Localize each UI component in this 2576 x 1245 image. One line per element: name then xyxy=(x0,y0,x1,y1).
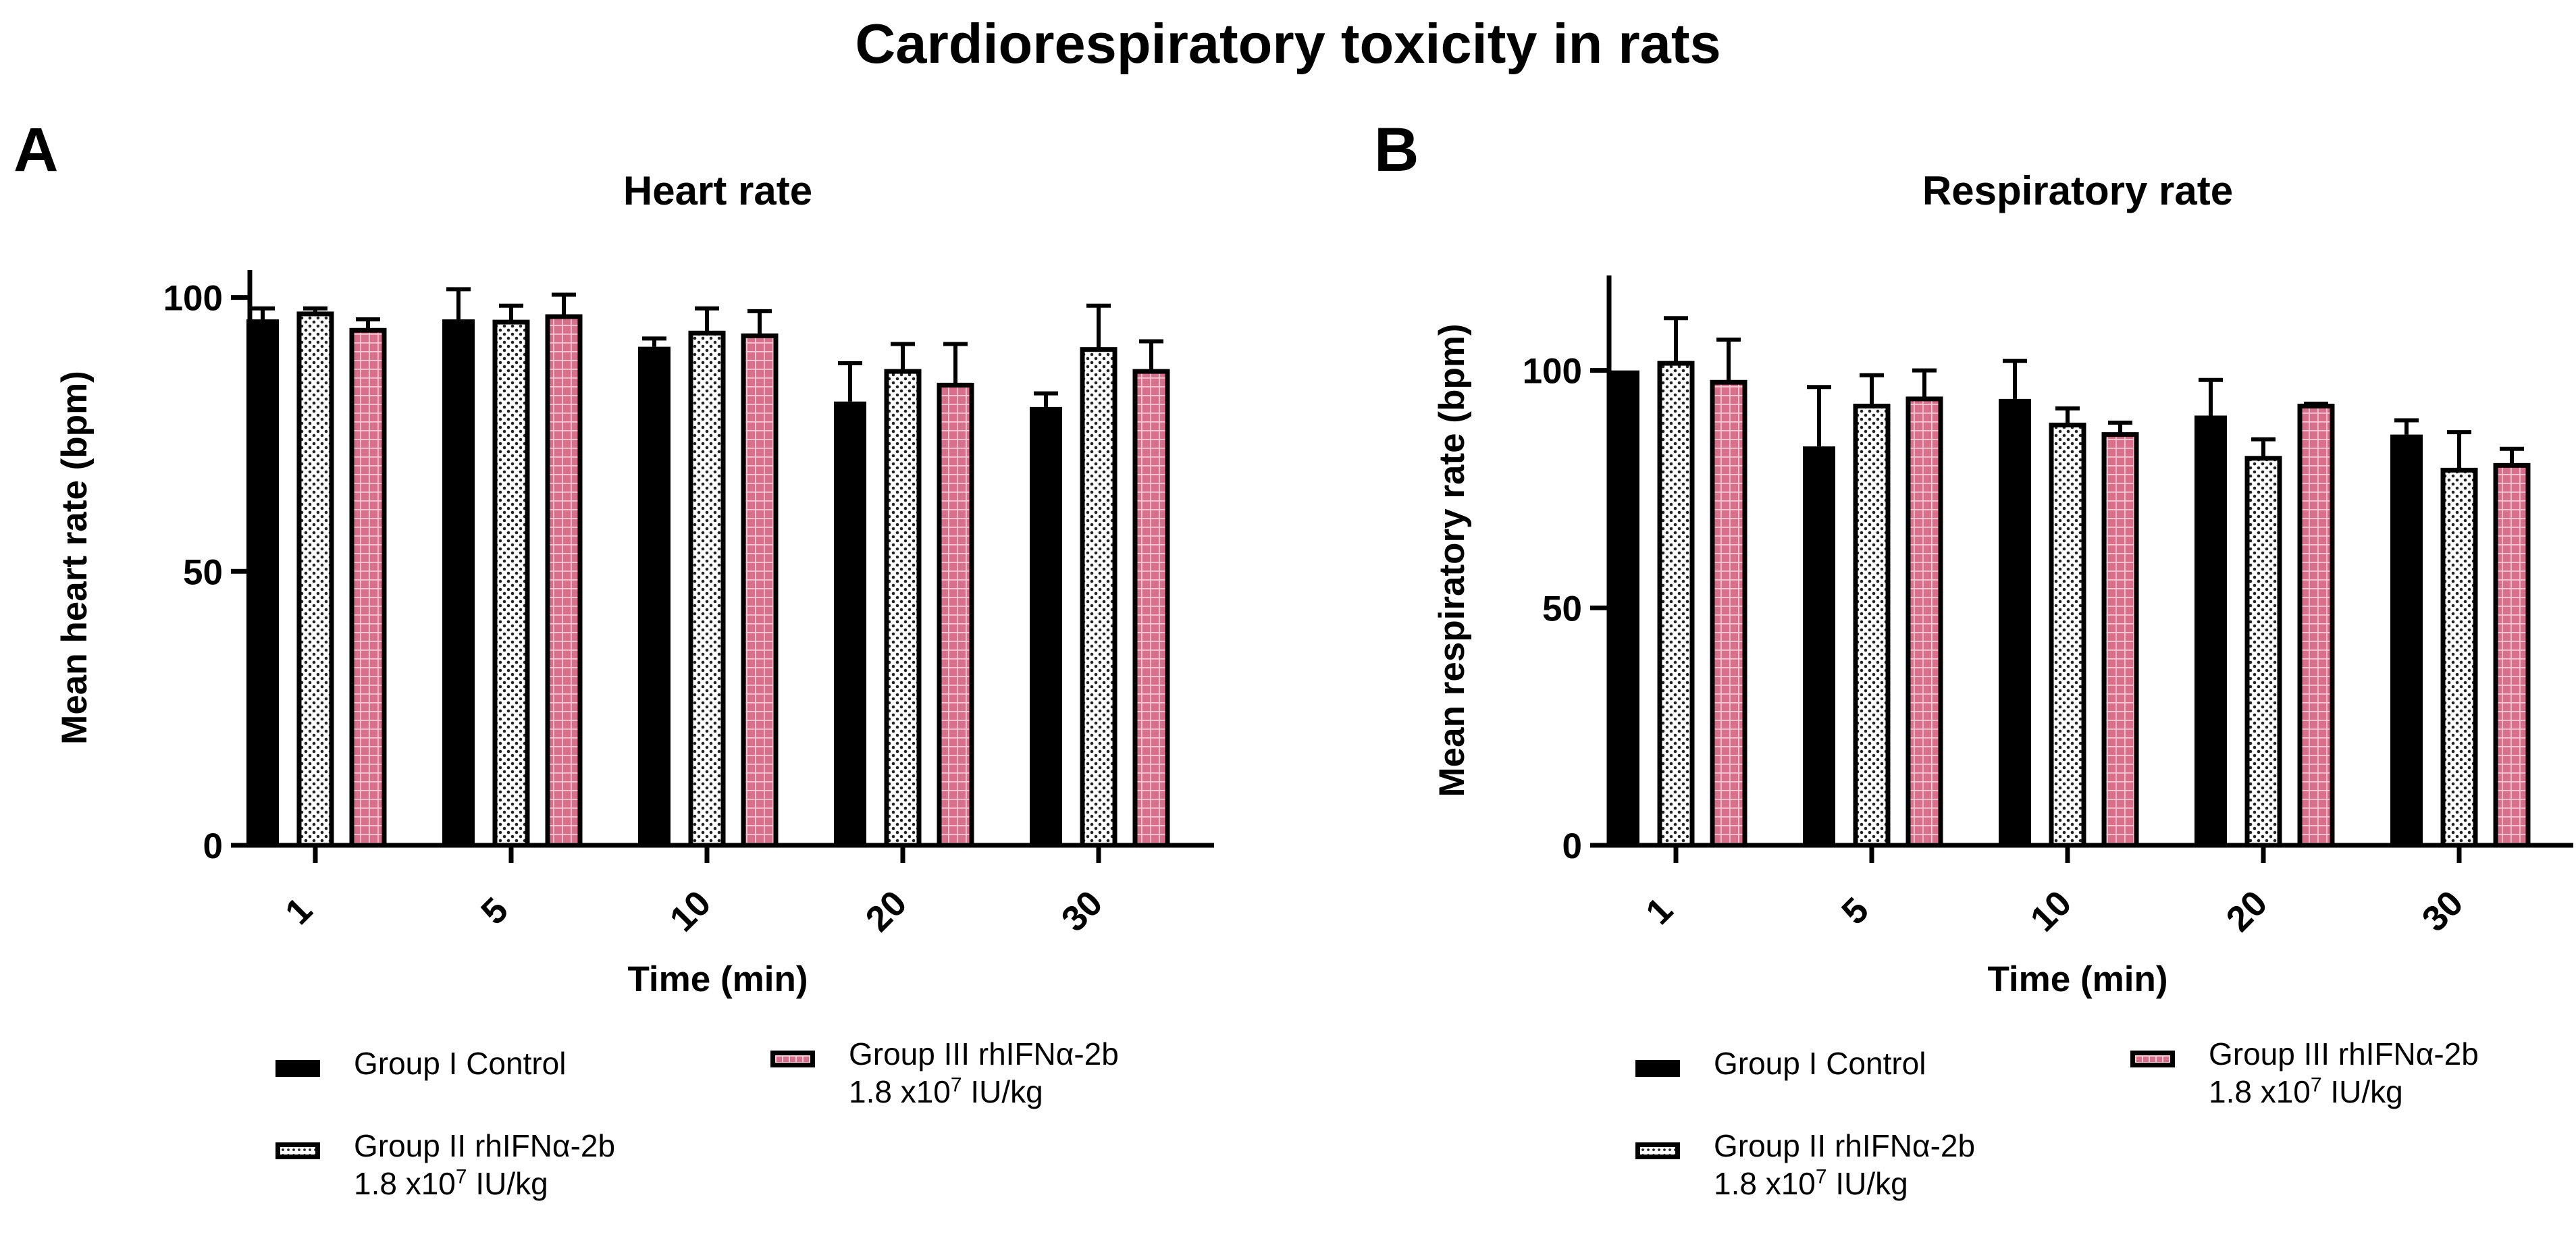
bar-rhifn xyxy=(2049,423,2086,848)
legend-label: Group I Control xyxy=(1714,1046,1926,1081)
legend-swatch-rhifn xyxy=(275,1142,320,1159)
bar-rhifn xyxy=(492,319,530,848)
bar-rhifn xyxy=(1853,403,1891,848)
bar-control xyxy=(638,346,671,845)
bar-control xyxy=(246,319,279,845)
y-axis-label: Mean respiratory rate (bpm) xyxy=(1432,324,1472,797)
y-tick-label: 0 xyxy=(1562,826,1582,866)
bar-rhifn-high xyxy=(349,327,387,848)
y-tick-label: 0 xyxy=(203,826,223,866)
legend-dose: 1.8 x107 IU/kg xyxy=(2209,1074,2403,1109)
bar-rhifn xyxy=(2244,456,2282,848)
legend-label: Group III rhIFNα-2b xyxy=(849,1036,1119,1071)
legend-swatch-rhifn-high xyxy=(770,1051,815,1067)
legend-swatch-rhifn xyxy=(1635,1142,1680,1159)
legend-label: Group II rhIFNα-2b xyxy=(354,1128,616,1163)
x-tick-label: 5 xyxy=(1834,890,1876,932)
legend-label: Group I Control xyxy=(354,1046,567,1081)
bar-rhifn-high xyxy=(2297,403,2335,848)
x-tick-label: 30 xyxy=(1054,883,1110,939)
x-tick-label: 10 xyxy=(662,883,718,939)
panel-a-letter: A xyxy=(14,115,59,184)
bar-rhifn xyxy=(1657,361,1695,848)
bar-control xyxy=(834,401,866,845)
legend-swatch-rhifn-high xyxy=(2130,1051,2175,1067)
legend-swatch-control xyxy=(1635,1060,1680,1077)
bar-control xyxy=(1607,370,1639,845)
bar-rhifn-high xyxy=(1905,396,1943,848)
x-axis-label: Time (min) xyxy=(1988,959,2168,999)
legend-dose: 1.8 x107 IU/kg xyxy=(849,1074,1043,1109)
respiratory-rate-chart: Respiratory rate 0 50 100 Mean respiratory r… xyxy=(1432,168,2573,999)
bar-control xyxy=(1803,446,1835,845)
panel-b-letter: B xyxy=(1374,115,1419,184)
figure-title: Cardiorespiratory toxicity in rats xyxy=(855,12,1721,75)
y-axis-label: Mean heart rate (bpm) xyxy=(55,371,95,745)
bar-rhifn-high xyxy=(741,333,779,848)
bar-control xyxy=(2194,415,2227,845)
bar-rhifn xyxy=(2440,467,2478,848)
bar-rhifn-high xyxy=(2101,432,2139,848)
chart-title: Respiratory rate xyxy=(1922,168,2233,213)
legend-dose: 1.8 x107 IU/kg xyxy=(354,1165,548,1201)
bar-rhifn-high xyxy=(545,314,583,848)
y-tick-label: 50 xyxy=(1542,589,1582,629)
x-tick-label: 1 xyxy=(1638,890,1681,932)
x-tick-label: 30 xyxy=(2415,883,2471,939)
bar-rhifn xyxy=(884,369,922,848)
legend-label: Group II rhIFNα-2b xyxy=(1714,1128,1976,1163)
x-tick-label: 20 xyxy=(858,883,914,939)
bar-rhifn xyxy=(688,330,726,848)
bar-control xyxy=(1999,398,2031,845)
bar-rhifn xyxy=(296,311,334,848)
y-tick-label: 100 xyxy=(163,279,223,319)
legend-swatch-control xyxy=(275,1060,320,1077)
bar-rhifn-high xyxy=(2493,462,2531,848)
chart-title: Heart rate xyxy=(623,168,812,213)
x-tick-label: 1 xyxy=(278,890,320,932)
heart-rate-chart: Heart rate 0 50 100 Mean heart rate (bpm) Tim… xyxy=(55,168,1214,999)
bar-rhifn-high xyxy=(1132,369,1170,848)
y-tick-label: 100 xyxy=(1523,352,1582,392)
bar-control xyxy=(442,319,475,845)
bar-rhifn-high xyxy=(937,382,974,848)
legend-label: Group III rhIFNα-2b xyxy=(2209,1036,2479,1071)
x-axis-label: Time (min) xyxy=(628,959,808,999)
x-tick-label: 5 xyxy=(473,890,516,932)
bar-control xyxy=(1030,406,1062,845)
x-tick-label: 20 xyxy=(2219,883,2275,939)
legend-dose: 1.8 x107 IU/kg xyxy=(1714,1165,1908,1201)
x-tick-label: 10 xyxy=(2023,883,2079,939)
bar-rhifn xyxy=(1080,347,1118,848)
bar-control xyxy=(2390,434,2423,845)
bar-rhifn-high xyxy=(1710,379,1747,848)
y-tick-label: 50 xyxy=(183,552,223,592)
